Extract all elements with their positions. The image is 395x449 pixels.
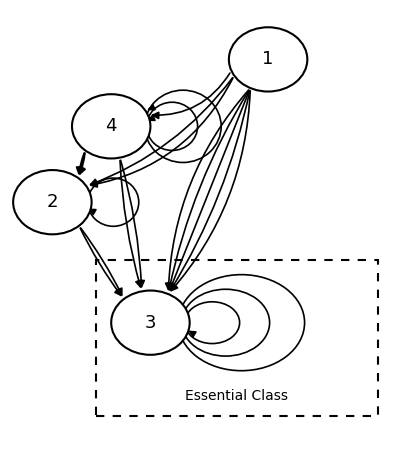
Text: 4: 4	[105, 117, 117, 135]
Text: 3: 3	[145, 314, 156, 332]
Text: 2: 2	[47, 193, 58, 211]
Ellipse shape	[229, 27, 307, 92]
Ellipse shape	[72, 94, 150, 158]
Ellipse shape	[111, 291, 190, 355]
Ellipse shape	[13, 170, 92, 234]
Text: Essential Class: Essential Class	[185, 389, 288, 403]
Text: 1: 1	[262, 50, 274, 68]
Bar	[96, 260, 378, 416]
